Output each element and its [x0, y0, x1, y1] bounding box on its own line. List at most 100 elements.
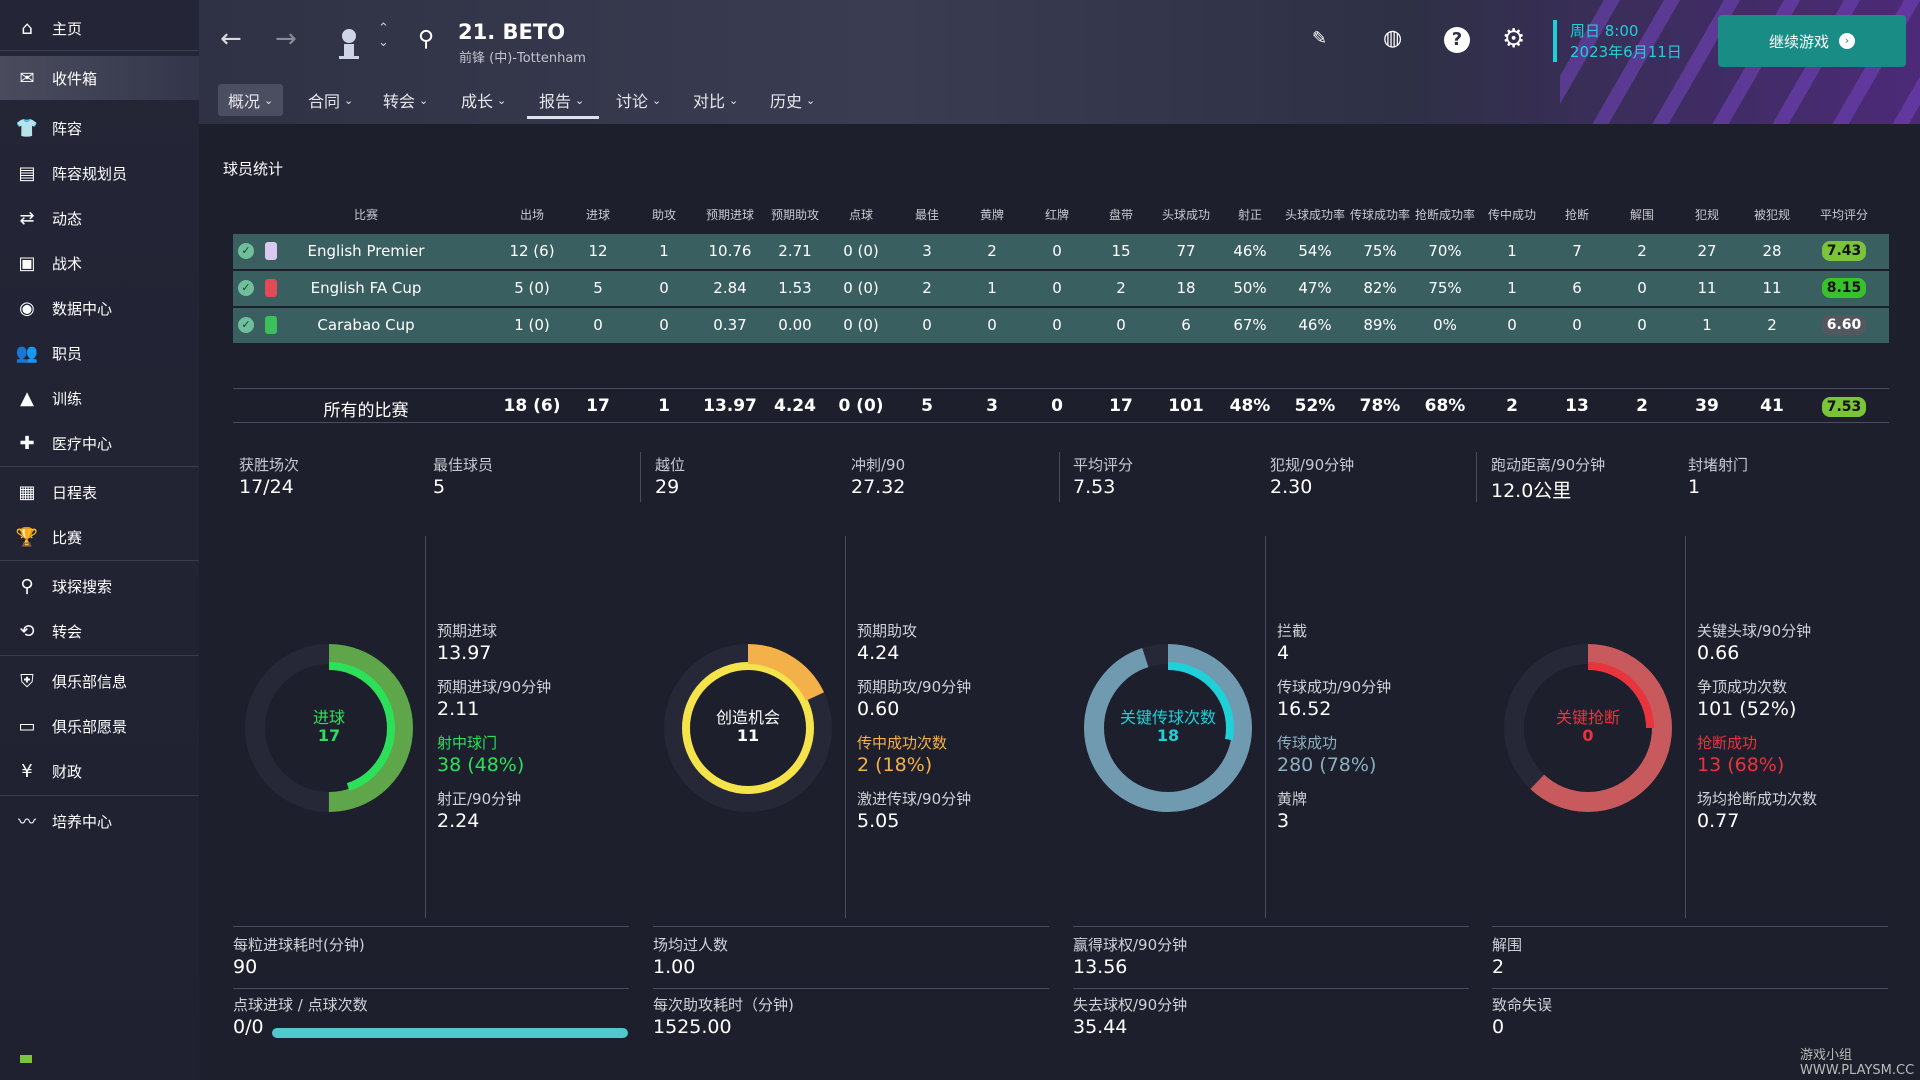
- table-header[interactable]: 传球成功率: [1349, 208, 1410, 222]
- sidebar-item-8[interactable]: ▲ 训练: [0, 376, 199, 420]
- sidebar-item-label: 阵容: [52, 119, 83, 138]
- tab-label: 转会: [383, 92, 416, 111]
- forward-arrow-icon[interactable]: →: [275, 24, 297, 54]
- tab-5[interactable]: 讨论 ⌄: [616, 88, 661, 112]
- sidebar-item-11[interactable]: 🏆 比赛: [0, 515, 199, 559]
- tab-2[interactable]: 转会 ⌄: [383, 88, 428, 112]
- table-cell: 70%: [1428, 242, 1462, 260]
- table-row[interactable]: ✓ English FA Cup 5 (0) 5 0 2.84 1.53 0 (0) 2 1 0 2 1…: [233, 271, 1889, 306]
- table-cell: 2.84: [713, 279, 747, 297]
- totals-cell: 2: [1636, 396, 1648, 416]
- table-header[interactable]: 犯规: [1694, 208, 1719, 222]
- table-header[interactable]: 进球: [585, 208, 610, 222]
- table-header[interactable]: 解围: [1629, 208, 1654, 222]
- sidebar-item-12[interactable]: ⚲ 球探搜索: [0, 564, 199, 608]
- table-row[interactable]: ✓English Premier Division12 (6)12110.762…: [233, 234, 1889, 295]
- sidebar-item-5[interactable]: ▣ 战术: [0, 241, 199, 285]
- table-cell: 67%: [1233, 316, 1267, 334]
- stat-label: 传球成功/90分钟: [1277, 678, 1392, 696]
- table-cell: 5 (0): [514, 279, 550, 297]
- sidebar-item-17[interactable]: 〰培养中心: [0, 799, 199, 843]
- table-header[interactable]: 被犯规: [1753, 208, 1790, 222]
- stat-label: 预期助攻: [857, 622, 918, 640]
- totals-cell: 41: [1760, 396, 1784, 416]
- stat-divider: [845, 536, 846, 918]
- chevron-down-icon: ⌄: [729, 93, 739, 107]
- sidebar-item-1[interactable]: ✉ 收件箱: [0, 56, 199, 100]
- back-arrow-icon[interactable]: ←: [220, 24, 242, 54]
- chevron-down-icon: ⌄: [497, 93, 507, 107]
- tab-7[interactable]: 历史 ⌄: [770, 88, 815, 112]
- help-icon[interactable]: ?: [1444, 27, 1470, 53]
- tab-1[interactable]: 合同 ⌄: [308, 88, 353, 112]
- table-header[interactable]: 平均评分: [1819, 208, 1868, 222]
- table-header[interactable]: 盘带: [1108, 208, 1133, 222]
- table-header[interactable]: 抢断: [1564, 208, 1589, 222]
- table-header[interactable]: 预期进球: [705, 208, 754, 222]
- sidebar-item-0[interactable]: ⌂ 主页: [0, 6, 199, 50]
- chevron-down-icon: ⌄: [419, 93, 429, 107]
- player-name: 21. BETO: [458, 20, 566, 44]
- totals-divider: [233, 388, 1889, 389]
- stat-value: 3: [1277, 810, 1290, 832]
- table-header[interactable]: 出场: [519, 208, 544, 222]
- chevron-down-icon: ⌄: [652, 93, 662, 107]
- table-header[interactable]: 红牌: [1044, 208, 1069, 222]
- table-cell: 5: [593, 279, 603, 297]
- table-cell: 27: [1697, 242, 1717, 260]
- search-icon: ⚲: [20, 575, 34, 597]
- globe-icon[interactable]: ◍: [1383, 26, 1403, 51]
- stat-value: 0.77: [1697, 810, 1740, 832]
- table-header[interactable]: 最佳: [914, 208, 939, 222]
- edit-icon[interactable]: ✎: [1312, 28, 1328, 49]
- tab-0[interactable]: 概况 ⌄: [218, 84, 284, 116]
- sidebar-item-13[interactable]: ⟲ 转会: [0, 609, 199, 653]
- table-cell: 1: [659, 242, 669, 260]
- sidebar-item-16[interactable]: ¥ 财政: [0, 749, 199, 793]
- settings-gear-icon[interactable]: ⚙: [1502, 24, 1526, 54]
- continue-button[interactable]: 继续游戏 ›: [1718, 15, 1906, 67]
- totals-cell: 3: [986, 396, 998, 416]
- table-header[interactable]: 射正: [1237, 208, 1262, 222]
- table-cell: 46%: [1233, 242, 1267, 260]
- table-header[interactable]: 比赛: [353, 208, 378, 222]
- sidebar-item-4[interactable]: ⇄ 动态: [0, 196, 199, 240]
- sidebar-item-3[interactable]: ▤ 阵容规划员: [0, 151, 199, 195]
- ring-chart-3: [1504, 644, 1672, 812]
- search-icon[interactable]: ⚲: [418, 27, 435, 52]
- table-header[interactable]: 抢断成功率: [1414, 208, 1475, 222]
- competition-name: Carabao Cup: [317, 316, 415, 334]
- table-cell: 0 (0): [843, 242, 879, 260]
- bottom-divider: [1492, 926, 1888, 927]
- table-header[interactable]: 点球: [848, 208, 873, 222]
- table-header[interactable]: 黄牌: [979, 208, 1004, 222]
- table-header[interactable]: 传中成功: [1487, 208, 1536, 222]
- bottom-label: 点球进球 / 点球次数: [233, 996, 368, 1014]
- sidebar-item-7[interactable]: 👥 职员: [0, 331, 199, 375]
- ring-inner-arc: [682, 662, 814, 794]
- date-accent: [1553, 20, 1557, 62]
- table-header[interactable]: 头球成功: [1161, 208, 1210, 222]
- stat-label: 射正/90分钟: [437, 790, 522, 808]
- table-header[interactable]: 预期助攻: [770, 208, 819, 222]
- ring-chart-0: [245, 644, 413, 812]
- sidebar-item-10[interactable]: ▦ 日程表: [0, 470, 199, 514]
- table-header[interactable]: 头球成功率: [1284, 208, 1345, 222]
- sidebar-item-14[interactable]: ⛨ 俱乐部信息: [0, 659, 199, 703]
- table-header[interactable]: 助攻: [651, 208, 676, 222]
- player-switch-icon[interactable]: ⌃ ⌄: [378, 21, 389, 50]
- table-row[interactable]: ✓ Carabao Cup 1 (0) 0 0 0.37 0.00 0 (0) 0 0 0 0 6 67%…: [233, 308, 1889, 343]
- tab-6[interactable]: 对比 ⌄: [693, 88, 738, 112]
- summary-label: 冲刺/90: [851, 456, 906, 474]
- table-cell: 2: [1767, 316, 1777, 334]
- sidebar-item-6[interactable]: ◉ 数据中心: [0, 286, 199, 330]
- sidebar-item-9[interactable]: ✚ 医疗中心: [0, 421, 199, 465]
- bottom-label: 解围: [1492, 936, 1523, 954]
- sidebar-item-15[interactable]: ▭ 俱乐部愿景: [0, 704, 199, 748]
- tab-4[interactable]: 报告 ⌄: [539, 88, 584, 112]
- game-date: 2023年6月11日: [1570, 43, 1682, 61]
- transfer-icon: ⟲: [19, 620, 35, 642]
- tab-3[interactable]: 成长 ⌄: [461, 88, 506, 112]
- sidebar-item-2[interactable]: 👕 阵容: [0, 106, 199, 150]
- trophy-icon: 🏆: [15, 526, 39, 548]
